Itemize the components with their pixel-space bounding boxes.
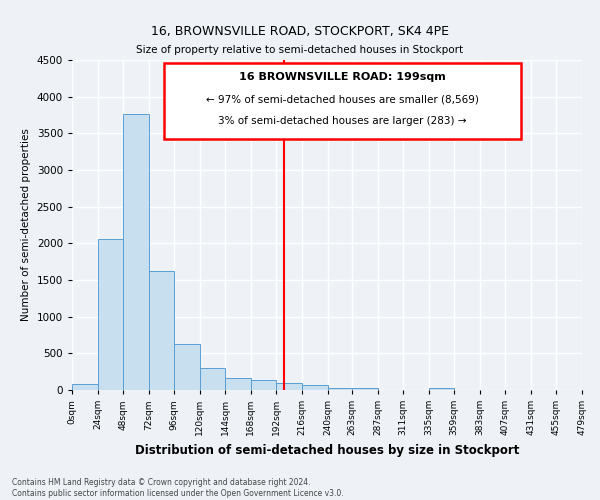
Bar [149,271,174,390]
X-axis label: Distribution of semi-detached houses by size in Stockport: Distribution of semi-detached houses by … [135,444,519,456]
Text: Size of property relative to semi-detached houses in Stockport: Size of property relative to semi-detach… [136,45,464,55]
Bar [328,388,352,390]
Bar [174,344,200,390]
Y-axis label: Number of semi-detached properties: Number of semi-detached properties [21,128,31,322]
Bar [98,239,123,390]
Bar [123,114,149,390]
Bar [251,380,277,390]
Text: 3% of semi-detached houses are larger (283) →: 3% of semi-detached houses are larger (2… [218,116,467,126]
Bar [72,384,98,390]
Bar [428,388,454,390]
Bar [277,382,302,390]
Bar [302,385,328,390]
FancyBboxPatch shape [164,64,521,139]
Bar [226,378,251,390]
Text: 16 BROWNSVILLE ROAD: 199sqm: 16 BROWNSVILLE ROAD: 199sqm [239,72,446,82]
Text: ← 97% of semi-detached houses are smaller (8,569): ← 97% of semi-detached houses are smalle… [206,94,479,104]
Bar [200,368,226,390]
Bar [352,388,377,390]
Text: Contains HM Land Registry data © Crown copyright and database right 2024.
Contai: Contains HM Land Registry data © Crown c… [12,478,344,498]
Text: 16, BROWNSVILLE ROAD, STOCKPORT, SK4 4PE: 16, BROWNSVILLE ROAD, STOCKPORT, SK4 4PE [151,25,449,38]
